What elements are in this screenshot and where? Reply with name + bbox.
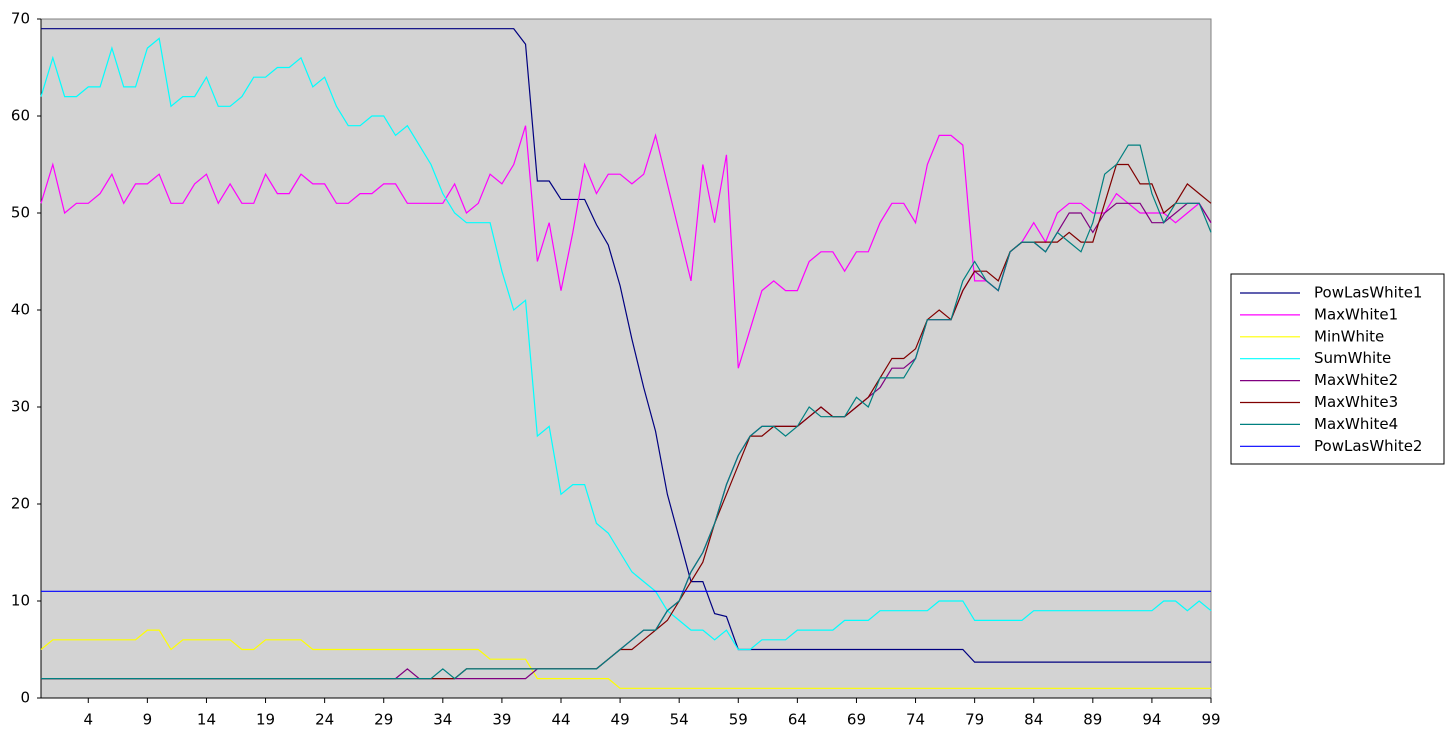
y-tick-label: 60: [11, 107, 30, 125]
x-tick-label: 84: [1024, 711, 1043, 729]
y-tick-label: 40: [11, 301, 30, 319]
series-line: [40, 37, 1212, 651]
x-tick-label: 29: [374, 711, 393, 729]
series-line: [41, 144, 1212, 680]
x-tick-label: 49: [611, 711, 630, 729]
x-tick-label: 64: [788, 711, 807, 729]
y-tick-label: 50: [11, 204, 30, 222]
y-tick-label: 10: [11, 592, 30, 610]
y-tick-label: 0: [20, 689, 30, 707]
x-tick-label: 99: [1201, 711, 1220, 729]
plot-area: [40, 18, 1212, 699]
x-tick-label: 94: [1142, 711, 1161, 729]
legend-label: MaxWhite3: [1314, 393, 1398, 411]
x-tick-label: 44: [551, 711, 570, 729]
x-tick-label: 89: [1083, 711, 1102, 729]
legend-box: [1230, 273, 1445, 465]
x-tick-label: 54: [670, 711, 689, 729]
series-line: [41, 28, 1211, 663]
x-tick-label: 79: [965, 711, 984, 729]
series-line: [40, 629, 1211, 689]
x-tick-label: 9: [143, 711, 153, 729]
legend-label: PowLasWhite1: [1314, 284, 1422, 302]
legend-label: SumWhite: [1314, 349, 1391, 367]
y-tick-label: 30: [11, 398, 30, 416]
x-tick-label: 74: [906, 711, 925, 729]
legend-label: MaxWhite1: [1314, 305, 1398, 323]
x-tick-label: 14: [197, 711, 216, 729]
y-tick-label: 20: [11, 495, 30, 513]
legend-label: MinWhite: [1314, 327, 1384, 345]
x-tick-label: 34: [433, 711, 452, 729]
x-tick-label: 39: [492, 711, 511, 729]
legend-label: PowLasWhite2: [1314, 437, 1422, 455]
y-tick-label: 70: [11, 10, 30, 28]
x-tick-label: 19: [256, 711, 275, 729]
x-tick-label: 69: [847, 711, 866, 729]
legend-label: MaxWhite4: [1314, 415, 1398, 433]
x-tick-label: 24: [315, 711, 334, 729]
x-tick-label: 59: [729, 711, 748, 729]
legend-label: MaxWhite2: [1314, 371, 1398, 389]
x-tick-label: 4: [83, 711, 93, 729]
